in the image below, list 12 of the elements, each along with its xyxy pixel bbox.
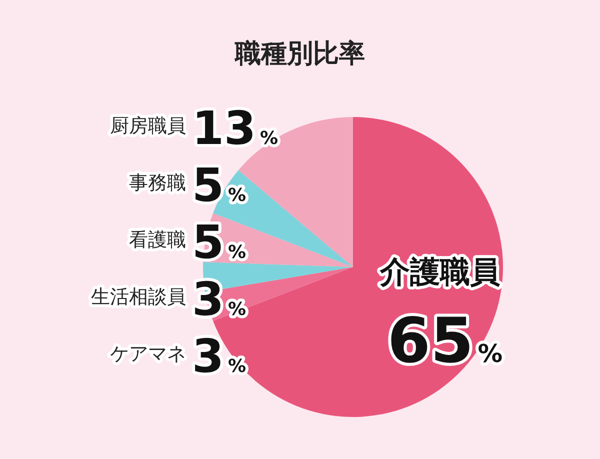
data-label: 65% [387, 304, 503, 377]
slice-label: 介護職員 [379, 255, 500, 290]
chart-title: 職種別比率 [234, 39, 365, 69]
data-label: 3% [192, 272, 246, 326]
data-label: 5% [192, 215, 246, 269]
slice-label: 生活相談員 [91, 286, 186, 308]
slice-label: 事務職 [129, 172, 186, 194]
slice-label: ケアマネ [110, 343, 186, 365]
data-label: 5% [192, 158, 246, 212]
slice-label: 看護職 [129, 229, 186, 251]
data-label: 13% [192, 101, 278, 155]
slice-label: 厨房職員 [110, 115, 186, 137]
